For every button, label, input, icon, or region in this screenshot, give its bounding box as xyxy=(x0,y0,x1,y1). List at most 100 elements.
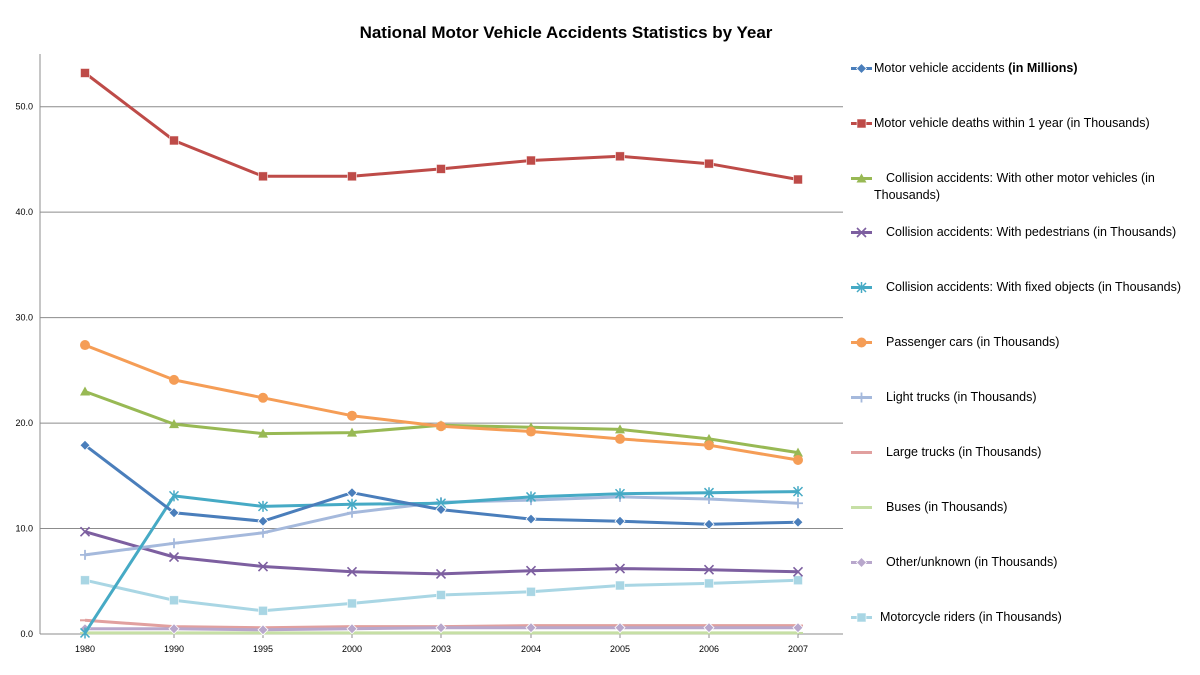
data-point xyxy=(793,498,803,509)
data-point xyxy=(435,568,447,579)
legend-label: Collision accidents: With fixed objects … xyxy=(886,280,1182,294)
data-point xyxy=(703,564,715,575)
x-tick-label: 1995 xyxy=(253,644,273,654)
legend-label: Collision accidents: With pedestrians (i… xyxy=(886,225,1177,239)
data-point xyxy=(168,551,180,563)
data-point xyxy=(80,340,90,351)
data-point xyxy=(257,561,269,572)
x-tick-label: 2005 xyxy=(610,644,630,654)
data-point xyxy=(436,421,446,432)
data-point xyxy=(526,586,536,597)
data-point xyxy=(525,622,537,634)
data-point xyxy=(79,627,91,639)
series-line xyxy=(84,530,799,576)
data-point xyxy=(615,151,625,162)
legend-label: Motor vehicle deaths within 1 year (in T… xyxy=(874,116,1150,130)
legend-label-suffix: (in Millions) xyxy=(1008,61,1078,75)
y-tick-label: 10.0 xyxy=(15,524,33,534)
data-point xyxy=(703,622,715,634)
data-point xyxy=(169,135,179,146)
data-point xyxy=(346,623,358,635)
legend-marker xyxy=(856,612,867,623)
data-point xyxy=(436,590,446,600)
data-point xyxy=(346,566,358,577)
data-point xyxy=(258,392,268,403)
legend-label: Light trucks (in Thousands) xyxy=(886,390,1037,404)
x-tick-label: 1980 xyxy=(75,644,95,654)
legend-swatch xyxy=(851,337,872,348)
data-point xyxy=(258,171,268,182)
legend-label: Passenger cars (in Thousands) xyxy=(886,335,1060,349)
x-tick-label: 1990 xyxy=(164,644,184,654)
legend-marker xyxy=(856,337,867,348)
data-point xyxy=(169,374,179,385)
data-point xyxy=(435,503,447,516)
legend-swatch xyxy=(851,62,872,75)
axes: 0.0 10.0 20.0 30.0 40.0 50.0 1980 1990 1995 2000 2… xyxy=(15,54,843,654)
data-point xyxy=(169,538,179,549)
x-tick-label: 2000 xyxy=(342,644,362,654)
data-point xyxy=(80,549,90,560)
data-point xyxy=(615,424,625,434)
data-point xyxy=(704,433,714,443)
data-point xyxy=(704,578,714,589)
data-point xyxy=(168,623,180,635)
data-point xyxy=(792,516,804,528)
data-point xyxy=(793,174,803,185)
x-tick-label: 2003 xyxy=(431,644,451,654)
data-point xyxy=(168,490,180,502)
legend-swatch xyxy=(851,173,872,183)
x-tick-label: 2007 xyxy=(788,644,808,654)
data-point xyxy=(80,68,90,78)
legend-swatch xyxy=(851,506,872,509)
data-point xyxy=(615,433,625,444)
series-line xyxy=(84,343,799,462)
data-point xyxy=(703,487,715,499)
x-tick-label: 2004 xyxy=(521,644,541,654)
data-point xyxy=(79,526,91,537)
data-point xyxy=(257,500,269,512)
legend-marker xyxy=(856,227,867,238)
data-point xyxy=(257,624,269,636)
legend-marker xyxy=(855,556,868,569)
legend-marker xyxy=(856,173,867,183)
data-point xyxy=(525,565,537,576)
data-point xyxy=(792,486,804,498)
data-point xyxy=(526,155,536,166)
data-point xyxy=(793,447,803,457)
legend-marker xyxy=(856,118,867,129)
series-5 xyxy=(80,340,803,465)
data-point xyxy=(346,487,358,499)
series-line xyxy=(84,71,799,181)
series-4 xyxy=(79,486,804,639)
data-point xyxy=(346,498,358,510)
data-point xyxy=(258,605,268,616)
legend-label: Buses (in Thousands) xyxy=(886,500,1008,514)
legend-marker xyxy=(856,282,867,293)
legend-label: Collision accidents: With other motor ve… xyxy=(874,171,1155,202)
legend-marker xyxy=(855,62,868,75)
legend-swatch xyxy=(851,227,872,238)
data-point xyxy=(347,598,357,609)
legend-marker xyxy=(856,392,867,403)
series-group xyxy=(79,68,804,639)
data-point xyxy=(525,513,537,525)
data-point xyxy=(79,439,91,451)
y-tick-label: 20.0 xyxy=(15,418,33,428)
legend-swatch xyxy=(851,612,872,623)
legend-swatch xyxy=(851,451,872,454)
legend-swatch xyxy=(851,392,872,403)
data-point xyxy=(615,580,625,591)
data-point xyxy=(258,527,268,538)
series-1 xyxy=(80,68,803,185)
data-point xyxy=(168,507,180,519)
data-point xyxy=(704,158,714,169)
data-point xyxy=(80,386,90,396)
data-point xyxy=(347,171,357,182)
data-point xyxy=(169,595,179,606)
data-point xyxy=(703,518,715,530)
data-point xyxy=(793,455,803,465)
data-point xyxy=(347,410,357,421)
y-tick-label: 0.0 xyxy=(20,629,33,639)
legend-label: Other/unknown (in Thousands) xyxy=(886,555,1058,569)
